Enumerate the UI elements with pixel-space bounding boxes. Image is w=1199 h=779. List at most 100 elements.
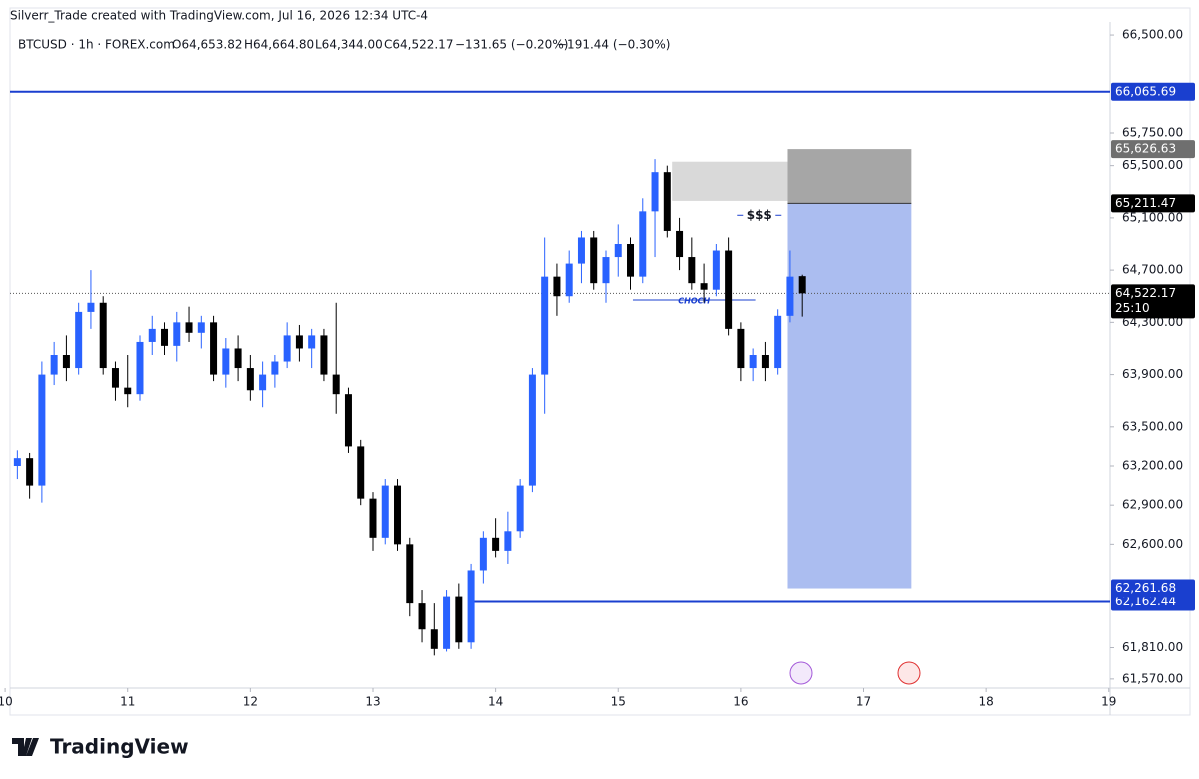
candle-body bbox=[283, 335, 291, 362]
x-tick-label: 18 bbox=[979, 695, 994, 709]
candle-body bbox=[148, 328, 156, 342]
position-stop-label: 65,626.63 bbox=[1115, 142, 1176, 156]
candle-body bbox=[639, 211, 647, 277]
current-price-countdown: 25:10 bbox=[1115, 301, 1150, 315]
candle-body bbox=[467, 570, 475, 643]
candle-body bbox=[504, 531, 512, 551]
candle-body bbox=[528, 374, 536, 486]
x-tick-label: 12 bbox=[243, 695, 258, 709]
frame bbox=[9, 7, 1191, 716]
target-zone bbox=[787, 203, 912, 589]
position-target-box bbox=[1111, 579, 1195, 598]
legend: BTCUSD · 1h · FOREX.com O64,653.82 H64,6… bbox=[18, 38, 670, 52]
candle-body bbox=[663, 172, 671, 231]
y-tick-label: 64,300.00 bbox=[1122, 315, 1183, 329]
flag-icon bbox=[897, 661, 921, 685]
liquidity-label: $$$ bbox=[747, 208, 772, 222]
y-tick-label: 65,100.00 bbox=[1122, 210, 1183, 224]
watermark: Silverr_Trade created with TradingView.c… bbox=[10, 9, 428, 23]
candle-body bbox=[761, 355, 769, 369]
y-tick-label: 63,900.00 bbox=[1122, 367, 1183, 381]
y-tick-label: 65,500.00 bbox=[1122, 158, 1183, 172]
candle-body bbox=[234, 348, 242, 369]
candle-body bbox=[443, 596, 451, 649]
candle-body bbox=[320, 335, 328, 375]
icons bbox=[789, 661, 921, 685]
candle-body bbox=[602, 257, 610, 284]
candle-body bbox=[185, 322, 193, 333]
y-tick-label: 63,500.00 bbox=[1122, 419, 1183, 433]
candle-body bbox=[271, 361, 279, 375]
choch-label: CHOCH bbox=[678, 297, 710, 306]
candle-body bbox=[749, 355, 757, 369]
candle-body bbox=[62, 355, 70, 369]
candle-body bbox=[418, 603, 426, 630]
x-tick-label: 19 bbox=[1101, 695, 1116, 709]
brand-name: TradingView bbox=[50, 735, 189, 759]
candle-body bbox=[369, 498, 377, 538]
candle-body bbox=[590, 237, 598, 284]
position-entry-label: 65,211.47 bbox=[1115, 196, 1176, 210]
y-tick-label: 61,810.00 bbox=[1122, 640, 1183, 654]
candle-body bbox=[197, 322, 205, 333]
current-price-label: 64,522.17 bbox=[1115, 286, 1176, 300]
candle-body bbox=[332, 374, 340, 395]
candle-body bbox=[246, 368, 254, 391]
current-price-box bbox=[1111, 284, 1195, 319]
legend-open: O64,653.82 bbox=[172, 38, 243, 52]
x-tick-label: 15 bbox=[611, 695, 626, 709]
x-tick-label: 10 bbox=[0, 695, 13, 709]
candle-body bbox=[553, 276, 561, 297]
level-label: 66,065.69 bbox=[1115, 84, 1176, 98]
x-tick-label: 13 bbox=[365, 695, 380, 709]
candle-body bbox=[406, 544, 414, 604]
y-tick-label: 64,700.00 bbox=[1122, 263, 1183, 277]
candle-body bbox=[492, 537, 500, 551]
x-tick-label: 11 bbox=[120, 695, 135, 709]
candle-body bbox=[541, 276, 549, 375]
candle-body bbox=[111, 368, 119, 388]
brand-logo: TradingView bbox=[12, 735, 189, 759]
logo-mark bbox=[12, 738, 39, 756]
ai-icon bbox=[789, 661, 813, 685]
y-tick-label: 62,900.00 bbox=[1122, 498, 1183, 512]
candle-body bbox=[161, 328, 169, 346]
candle-body bbox=[13, 458, 21, 466]
candle-body bbox=[614, 244, 622, 258]
x-tick-label: 17 bbox=[856, 695, 871, 709]
candle-body bbox=[627, 244, 635, 277]
x-tick-label: 14 bbox=[488, 695, 503, 709]
candle-body bbox=[430, 629, 438, 649]
candle-body bbox=[786, 276, 794, 316]
supply-zone bbox=[672, 161, 788, 201]
candle-body bbox=[344, 394, 352, 447]
y-tick-label: 63,200.00 bbox=[1122, 459, 1183, 473]
candle-body bbox=[725, 250, 733, 329]
candle-body bbox=[136, 341, 144, 395]
candle-body bbox=[688, 257, 696, 284]
candle-body bbox=[737, 328, 745, 369]
candle-body bbox=[75, 311, 83, 369]
candle-body bbox=[50, 355, 58, 375]
candle-body bbox=[173, 322, 181, 346]
candle-body bbox=[394, 485, 402, 545]
candle-body bbox=[455, 596, 463, 643]
candle-body bbox=[222, 348, 230, 375]
candle-body bbox=[381, 485, 389, 538]
legend-close: C64,522.17 bbox=[384, 38, 453, 52]
level-box bbox=[1111, 82, 1195, 101]
candle-body bbox=[357, 446, 365, 499]
y-tick-label: 61,570.00 bbox=[1122, 671, 1183, 685]
candle-body bbox=[124, 387, 132, 395]
candle-body bbox=[259, 374, 267, 391]
legend-change: −131.65 (−0.20%) bbox=[455, 38, 568, 52]
candle-body bbox=[99, 302, 107, 369]
candle-body bbox=[700, 283, 708, 290]
position-entry-box bbox=[1111, 194, 1195, 213]
candle-body bbox=[516, 485, 524, 532]
candle-body bbox=[210, 322, 218, 375]
y-tick-label: 65,750.00 bbox=[1122, 126, 1183, 140]
candle-body bbox=[26, 458, 34, 486]
